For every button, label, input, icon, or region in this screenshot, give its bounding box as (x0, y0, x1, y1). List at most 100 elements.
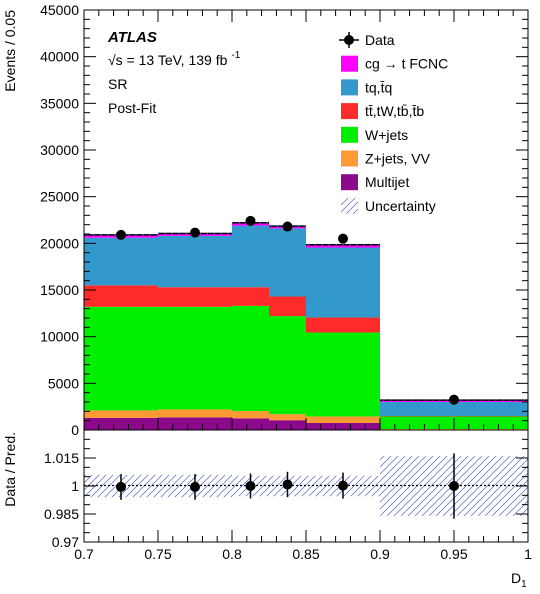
data-points (116, 215, 459, 405)
ratio-point (338, 480, 348, 491)
bar-segment (232, 287, 269, 306)
legend-hatch-swatch (341, 197, 358, 214)
y-tick-label: 15000 (40, 282, 79, 298)
y-tick-label: 45000 (40, 2, 79, 18)
y-tick-label: 25000 (40, 189, 79, 205)
atlas-label: ATLAS (107, 29, 157, 46)
x-tick-label: 0.8 (222, 546, 242, 562)
legend-data-marker (344, 35, 354, 45)
bar-segment (306, 244, 380, 248)
legend-swatch (341, 103, 358, 120)
data-point (190, 227, 200, 238)
bar-segment (84, 410, 158, 418)
ratio-point (116, 481, 126, 492)
y-tick-label: 35000 (40, 95, 79, 111)
data-point (282, 221, 293, 232)
bar-segment (232, 411, 269, 419)
x-tick-label: 0.9 (370, 546, 390, 562)
ratio-points (116, 453, 459, 519)
legend-entry: tt̄,tW,tb̄,t̄b (341, 103, 424, 120)
uncertainty-hatch (306, 243, 380, 246)
bar-segment (158, 306, 232, 410)
legend-swatch (341, 79, 358, 96)
legend-label: Data (365, 32, 395, 48)
bar-segment (158, 417, 232, 430)
x-axis-title-main: D (511, 570, 521, 586)
bar-segment (306, 423, 380, 430)
bar-segment (269, 420, 306, 430)
x-tick-label: 0.85 (292, 546, 319, 562)
x-tick-label: 0.95 (440, 546, 467, 562)
legend-label: Multijet (365, 174, 409, 190)
y-tick-label: 20000 (40, 235, 79, 251)
legend-label: tq,t̄q (365, 79, 392, 95)
legend-swatch (341, 150, 358, 167)
legend-label: cg → t FCNC (365, 56, 448, 72)
ratio-point (245, 481, 256, 491)
legend-label: tt̄,tW,tb̄,t̄b (365, 103, 424, 119)
y-tick-label: 10000 (40, 329, 79, 345)
data-point (245, 215, 256, 226)
ratio-y-tick-label: 1.015 (44, 450, 79, 466)
bar-segment (84, 417, 158, 430)
bar-segment (232, 305, 269, 412)
legend-label: Uncertainty (365, 198, 436, 214)
main-y-axis-title: Events / 0.05 (2, 10, 18, 92)
x-tick-label: 1 (524, 546, 532, 562)
x-tick-label: 0.7 (74, 546, 94, 562)
bar-segment (84, 306, 158, 411)
bar-segment (306, 247, 380, 318)
x-tick-label: 0.75 (144, 546, 171, 562)
y-tick-label: 30000 (40, 142, 79, 158)
bar-segment (158, 409, 232, 418)
bar-segment (158, 235, 232, 288)
fit-label: Post-Fit (108, 100, 156, 116)
bar-segment (269, 414, 306, 421)
x-axis-title-subscript: 1 (521, 579, 527, 590)
y-tick-label: 5000 (48, 375, 79, 391)
bar-segment (269, 228, 306, 297)
bar-segment (306, 416, 380, 423)
lumi-superscript: -1 (231, 50, 240, 61)
legend-entry: Uncertainty (341, 197, 436, 214)
y-tick-label: 40000 (40, 49, 79, 65)
data-point (338, 233, 348, 244)
ratio-y-axis-title: Data / Pred. (2, 432, 18, 507)
legend-entry: tq,t̄q (341, 79, 392, 96)
legend-entry: Z+jets, VV (341, 150, 431, 167)
ratio-y-tick-label: 0.985 (44, 506, 79, 522)
ratio-point (190, 481, 200, 492)
legend-swatch (341, 55, 358, 72)
bar-segment (158, 287, 232, 307)
y-tick-label: 0 (71, 422, 79, 438)
legend-swatch (341, 126, 358, 143)
main-y-axis: 0 5000 10000 15000 20000 25000 30000 35000 40000… (40, 2, 528, 438)
main-x-ticks (83, 10, 529, 430)
legend-swatch (341, 174, 358, 191)
bar-segment (269, 316, 306, 415)
legend: Data cg → t FCNC tq,t̄q tt̄,tW,tb̄,t̄b W+jet… (339, 32, 448, 214)
energy-lumi-label: √s = 13 TeV, 139 fb -1 (108, 50, 241, 68)
legend-label: Z+jets, VV (365, 151, 431, 167)
data-point (449, 394, 459, 405)
legend-label: W+jets (365, 127, 408, 143)
stacked-histogram (84, 222, 528, 430)
energy-label: √s = 13 TeV, 139 fb (108, 52, 228, 68)
ratio-y-tick-label: 0.97 (52, 534, 79, 550)
x-axis-title: D1 (511, 570, 527, 590)
ratio-x-axis: 0.7 0.75 0.8 0.85 0.9 0.95 1 (74, 530, 532, 562)
bar-segment (232, 418, 269, 430)
bar-segment (84, 237, 158, 286)
ratio-y-tick-label: 1 (71, 478, 79, 494)
region-label: SR (108, 76, 127, 92)
bar-segment (306, 332, 380, 417)
ratio-point (449, 481, 459, 491)
bar-segment (306, 317, 380, 333)
data-point (116, 229, 126, 240)
legend-entry: Multijet (341, 174, 409, 191)
legend-entry: Data (339, 32, 395, 48)
ratio-point (282, 479, 293, 490)
ratio-y-axis: 0.97 0.985 1 1.015 (44, 429, 528, 550)
legend-entry: cg → t FCNC (341, 56, 448, 72)
